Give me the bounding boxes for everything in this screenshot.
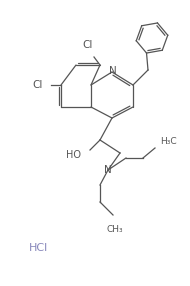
Text: Cl: Cl <box>33 80 43 90</box>
Text: HCl: HCl <box>28 243 48 253</box>
Text: HO: HO <box>66 150 81 160</box>
Text: Cl: Cl <box>83 40 93 50</box>
Text: N: N <box>109 66 117 76</box>
Text: N: N <box>104 165 112 175</box>
Text: H₃C: H₃C <box>160 138 177 146</box>
Text: CH₃: CH₃ <box>107 225 123 234</box>
